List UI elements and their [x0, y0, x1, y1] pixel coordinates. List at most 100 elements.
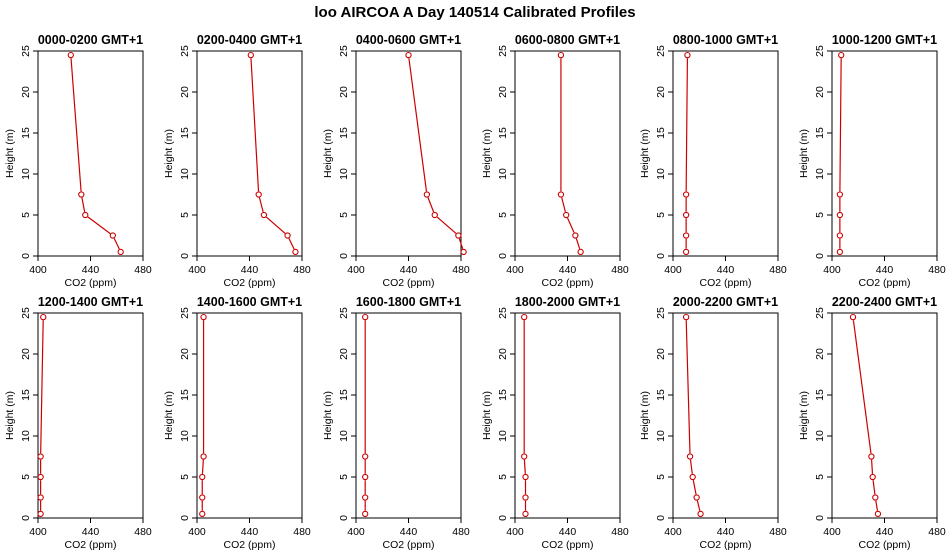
profile-point — [849, 313, 857, 321]
profile-point — [455, 232, 462, 239]
panel-title: 0200-0400 GMT+1 — [197, 33, 302, 47]
y-axis-label: Height (m) — [4, 391, 16, 440]
x-tick-label: 400 — [347, 264, 365, 276]
y-tick-label: 5 — [338, 212, 350, 218]
panel-title: 0000-0200 GMT+1 — [38, 33, 143, 47]
y-tick-label: 15 — [814, 389, 826, 401]
y-tick-label: 15 — [814, 127, 826, 139]
y-tick-label: 5 — [20, 212, 32, 218]
y-tick-label: 0 — [20, 253, 32, 259]
x-axis-label: CO2 (ppm) — [224, 277, 276, 289]
y-tick-label: 0 — [338, 515, 350, 521]
profile-point — [362, 473, 369, 481]
profile-point — [117, 248, 124, 256]
y-axis-label: Height (m) — [798, 391, 810, 440]
profile-segment — [839, 58, 842, 192]
plot-frame — [831, 312, 938, 519]
profile-segment — [875, 500, 879, 511]
x-tick-label: 480 — [452, 264, 470, 276]
x-axis-label: CO2 (ppm) — [542, 277, 594, 289]
panel-title: 0400-0600 GMT+1 — [356, 33, 461, 47]
profile-segment — [523, 459, 526, 474]
y-tick-label: 5 — [814, 474, 826, 480]
y-axis-label: Height (m) — [639, 129, 651, 178]
plot-frame — [37, 50, 144, 257]
y-tick-label: 0 — [814, 253, 826, 259]
y-tick-label: 10 — [338, 430, 350, 442]
x-tick-label: 480 — [611, 264, 629, 276]
x-tick-label: 480 — [769, 264, 787, 276]
profile-segment — [685, 320, 691, 454]
y-tick-label: 5 — [497, 474, 509, 480]
y-tick-label: 0 — [655, 253, 667, 259]
profile-point — [572, 232, 579, 239]
panel-title: 0600-0800 GMT+1 — [515, 33, 620, 47]
profile-segment — [288, 238, 295, 250]
y-axis-label: Height (m) — [4, 129, 16, 178]
profile-point — [37, 494, 44, 501]
chart-panel: 0600-0800 GMT+1 0 5 10 15 20 25 400 440 480 CO2 (p… — [481, 33, 629, 289]
x-tick-label: 400 — [823, 526, 841, 538]
profile-point — [37, 510, 44, 518]
profile-point — [869, 473, 876, 481]
x-tick-label: 480 — [134, 264, 152, 276]
profile-segment — [689, 459, 693, 474]
y-axis-label: Height (m) — [481, 129, 493, 178]
y-tick-label: 15 — [20, 127, 32, 139]
profile-segment — [258, 197, 264, 213]
y-tick-label: 20 — [179, 348, 191, 360]
y-tick-label: 5 — [655, 212, 667, 218]
chart-panel: 1000-1200 GMT+1 0 5 10 15 20 25 400 440 480 CO2 (p… — [798, 33, 946, 289]
y-axis-label: Height (m) — [639, 391, 651, 440]
profile-point — [557, 191, 565, 198]
y-tick-label: 10 — [179, 430, 191, 442]
x-tick-label: 400 — [347, 526, 365, 538]
profile-point — [78, 191, 85, 198]
y-axis-label: Height (m) — [322, 129, 334, 178]
y-tick-label: 20 — [20, 86, 32, 98]
x-tick-label: 440 — [400, 526, 418, 538]
profile-point — [557, 51, 565, 59]
x-tick-label: 440 — [241, 526, 259, 538]
profile-point — [362, 313, 369, 321]
x-tick-label: 480 — [134, 526, 152, 538]
y-tick-label: 0 — [179, 515, 191, 521]
profile-point — [522, 473, 529, 481]
profile-segment — [201, 459, 204, 474]
profile-segment — [566, 217, 575, 233]
x-axis-label: CO2 (ppm) — [542, 539, 594, 550]
y-tick-label: 20 — [814, 86, 826, 98]
panel-title: 1200-1400 GMT+1 — [38, 295, 143, 309]
x-tick-label: 440 — [559, 526, 577, 538]
x-axis-label: CO2 (ppm) — [383, 277, 435, 289]
x-tick-label: 480 — [293, 526, 311, 538]
profile-point — [563, 211, 570, 219]
profile-point — [682, 248, 690, 256]
profile-point — [689, 473, 696, 481]
profile-segment — [575, 238, 581, 250]
plot-frame — [514, 50, 621, 257]
y-tick-label: 10 — [20, 430, 32, 442]
x-tick-label: 480 — [611, 526, 629, 538]
y-tick-label: 5 — [497, 212, 509, 218]
profile-point — [684, 51, 691, 59]
x-tick-label: 400 — [823, 264, 841, 276]
profile-segment — [561, 197, 566, 213]
y-tick-label: 5 — [20, 474, 32, 480]
y-tick-label: 15 — [497, 389, 509, 401]
x-tick-label: 400 — [506, 264, 524, 276]
chart-panel: 0400-0600 GMT+1 0 5 10 15 20 25 400 440 480 CO2 (p… — [322, 33, 470, 289]
y-tick-label: 15 — [655, 389, 667, 401]
profile-segment — [852, 320, 872, 454]
y-tick-label: 5 — [338, 474, 350, 480]
x-tick-label: 400 — [188, 264, 206, 276]
profile-segment — [250, 58, 260, 192]
profile-point — [836, 248, 844, 256]
profile-point — [405, 51, 412, 59]
profile-point — [40, 313, 47, 321]
y-axis-label: Height (m) — [322, 391, 334, 440]
y-tick-label: 0 — [338, 253, 350, 259]
panel-title: 1000-1200 GMT+1 — [832, 33, 937, 47]
profile-point — [200, 313, 207, 321]
profile-point — [686, 453, 694, 460]
